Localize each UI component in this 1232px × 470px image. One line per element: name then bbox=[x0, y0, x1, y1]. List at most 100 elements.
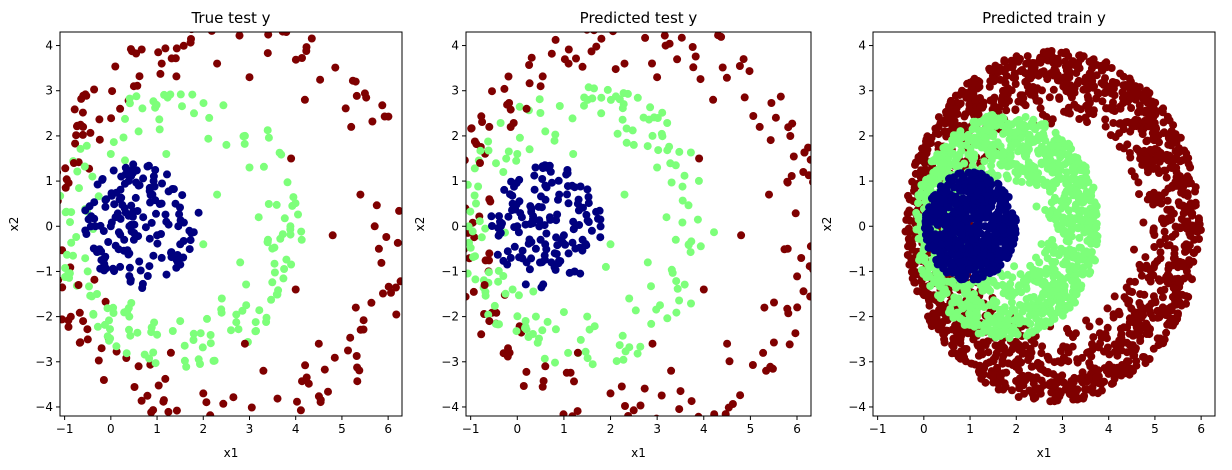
point-class-2 bbox=[948, 108, 957, 117]
point-class-0 bbox=[148, 190, 157, 199]
point-class-1 bbox=[647, 282, 655, 291]
point-class-2 bbox=[154, 48, 163, 57]
point-class-0 bbox=[144, 161, 153, 170]
x-tick-label: 6 bbox=[793, 422, 801, 436]
point-class-0 bbox=[541, 181, 550, 190]
point-class-2 bbox=[108, 87, 117, 96]
point-class-0 bbox=[515, 253, 524, 262]
point-class-2 bbox=[1176, 278, 1185, 287]
point-class-2 bbox=[1042, 113, 1051, 121]
point-class-1 bbox=[83, 267, 92, 276]
point-class-2 bbox=[1102, 104, 1111, 113]
point-class-2 bbox=[245, 73, 254, 82]
point-class-1 bbox=[1007, 298, 1016, 307]
point-class-1 bbox=[198, 343, 207, 352]
point-class-1 bbox=[513, 150, 522, 158]
point-class-2 bbox=[1163, 205, 1172, 214]
point-class-0 bbox=[500, 185, 509, 194]
point-class-2 bbox=[1125, 318, 1134, 327]
point-class-2 bbox=[263, 49, 272, 58]
point-class-1 bbox=[217, 305, 226, 314]
point-class-2 bbox=[990, 75, 999, 84]
point-class-0 bbox=[535, 216, 544, 225]
point-class-2 bbox=[952, 328, 961, 337]
point-class-2 bbox=[629, 406, 638, 415]
point-class-2 bbox=[1072, 62, 1081, 71]
point-class-2 bbox=[766, 362, 775, 371]
point-class-2 bbox=[985, 82, 994, 91]
point-class-1 bbox=[653, 163, 662, 172]
point-class-2 bbox=[1137, 311, 1146, 320]
point-class-2 bbox=[1124, 357, 1133, 366]
point-class-1 bbox=[1058, 311, 1067, 320]
point-class-1 bbox=[917, 266, 926, 274]
point-class-2 bbox=[1156, 198, 1165, 207]
point-class-0 bbox=[194, 208, 203, 217]
y-tick-label: −1 bbox=[441, 264, 459, 278]
point-class-2 bbox=[765, 190, 773, 199]
point-class-2 bbox=[1024, 82, 1033, 91]
point-class-1 bbox=[1032, 253, 1040, 262]
point-class-1 bbox=[1068, 277, 1077, 286]
point-class-0 bbox=[584, 218, 593, 226]
point-class-2 bbox=[1131, 344, 1140, 353]
point-class-0 bbox=[110, 200, 119, 209]
point-class-0 bbox=[125, 249, 134, 258]
point-class-2 bbox=[1130, 172, 1139, 181]
point-class-1 bbox=[974, 329, 983, 338]
point-class-1 bbox=[1050, 193, 1059, 202]
point-class-1 bbox=[658, 132, 667, 141]
point-class-2 bbox=[1094, 366, 1103, 375]
point-class-2 bbox=[341, 104, 350, 113]
point-class-2 bbox=[921, 144, 929, 153]
point-class-2 bbox=[721, 410, 730, 416]
point-class-2 bbox=[1062, 66, 1071, 75]
point-class-0 bbox=[151, 166, 160, 174]
point-class-2 bbox=[624, 412, 633, 416]
point-class-0 bbox=[542, 229, 551, 238]
point-class-0 bbox=[948, 268, 957, 277]
point-class-1 bbox=[980, 115, 989, 124]
points-layer bbox=[901, 47, 1205, 406]
point-class-2 bbox=[1062, 85, 1071, 94]
point-class-0 bbox=[540, 251, 549, 260]
point-class-1 bbox=[147, 323, 156, 332]
y-tick-label: 4 bbox=[451, 39, 459, 53]
point-class-0 bbox=[528, 218, 537, 227]
point-class-2 bbox=[379, 289, 387, 298]
point-class-2 bbox=[1008, 386, 1016, 395]
point-class-2 bbox=[1153, 257, 1162, 266]
point-class-2 bbox=[172, 406, 181, 415]
point-class-2 bbox=[1165, 241, 1174, 250]
point-class-2 bbox=[1147, 299, 1156, 308]
x-tick-label: −1 bbox=[462, 422, 480, 436]
point-class-1 bbox=[1014, 147, 1023, 156]
point-class-2 bbox=[1029, 392, 1038, 401]
point-class-2 bbox=[504, 72, 513, 81]
point-class-1 bbox=[282, 255, 291, 264]
point-class-1 bbox=[1049, 272, 1058, 281]
point-class-1 bbox=[81, 254, 90, 263]
point-class-1 bbox=[1069, 251, 1078, 259]
x-tick-label: 4 bbox=[700, 422, 708, 436]
point-class-1 bbox=[662, 213, 671, 222]
point-class-1 bbox=[988, 143, 997, 152]
point-class-1 bbox=[1048, 236, 1057, 244]
point-class-0 bbox=[594, 214, 602, 223]
point-class-2 bbox=[52, 158, 60, 166]
point-class-2 bbox=[1103, 323, 1112, 332]
point-class-2 bbox=[759, 348, 768, 357]
point-class-1 bbox=[1059, 228, 1068, 237]
point-class-2 bbox=[806, 155, 811, 164]
point-class-2 bbox=[270, 19, 278, 27]
point-class-2 bbox=[629, 430, 637, 438]
point-class-2 bbox=[1085, 322, 1094, 331]
point-class-2 bbox=[1132, 317, 1141, 326]
point-class-2 bbox=[1024, 356, 1033, 364]
point-class-2 bbox=[477, 112, 486, 121]
point-class-2 bbox=[72, 131, 81, 140]
point-class-1 bbox=[466, 180, 472, 189]
point-class-2 bbox=[522, 104, 531, 113]
point-class-0 bbox=[178, 191, 187, 200]
point-class-1 bbox=[1047, 308, 1056, 317]
